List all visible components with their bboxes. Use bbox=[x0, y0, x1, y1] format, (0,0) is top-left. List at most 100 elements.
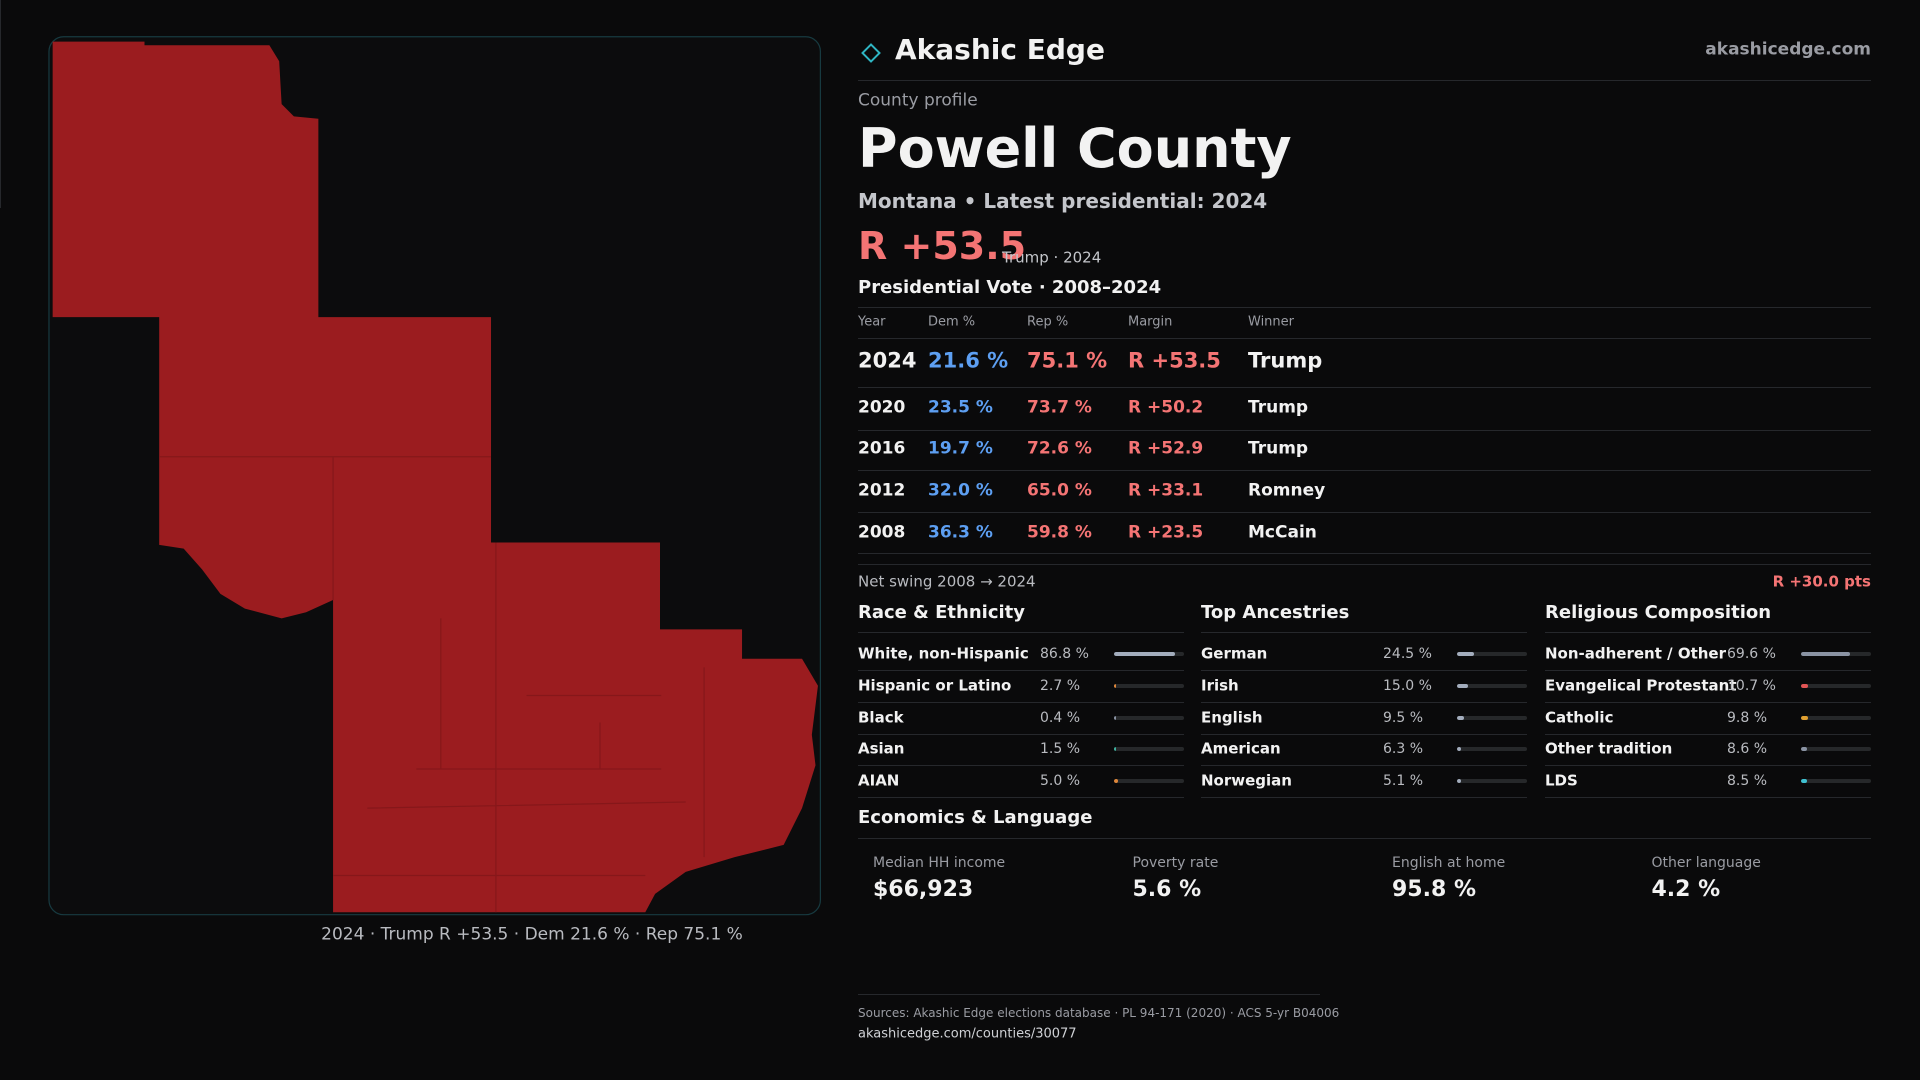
map-caption: 2024 · Trump R +53.5 · Dem 21.6 % · Rep … bbox=[321, 924, 743, 945]
bar-track bbox=[1457, 652, 1527, 656]
card-value: 95.8 % bbox=[1392, 877, 1476, 902]
divider bbox=[858, 430, 1871, 431]
divider bbox=[858, 512, 1871, 513]
table-cell: 19.7 % bbox=[928, 438, 993, 459]
table-cell: 72.6 % bbox=[1027, 438, 1092, 459]
divider bbox=[1545, 797, 1871, 799]
site: akashicedge.com bbox=[1705, 39, 1871, 60]
bar-track bbox=[1801, 747, 1871, 752]
table-title: Presidential Vote · 2008–2024 bbox=[858, 277, 1162, 298]
stat-value: 69.6 % bbox=[1727, 646, 1776, 662]
stat-value: 86.8 % bbox=[1040, 646, 1089, 662]
card-label: Poverty rate bbox=[1132, 855, 1219, 871]
column-header: Winner bbox=[1248, 314, 1295, 330]
subtitle: Montana • Latest presidential: 2024 bbox=[858, 189, 1268, 213]
card-label: English at home bbox=[1392, 855, 1506, 871]
stat-value: 5.0 % bbox=[1040, 773, 1081, 790]
table-cell: 59.8 % bbox=[1027, 522, 1092, 543]
bar-track bbox=[1457, 779, 1527, 784]
divider bbox=[1201, 765, 1527, 767]
bar-track bbox=[1457, 747, 1527, 752]
bar bbox=[1457, 683, 1468, 688]
stat-name: LDS bbox=[1545, 771, 1578, 790]
divider bbox=[858, 632, 1184, 633]
card-value: 5.6 % bbox=[1132, 877, 1202, 902]
table-cell: Trump bbox=[1248, 348, 1323, 373]
stat-name: Irish bbox=[1201, 676, 1239, 695]
table-cell: 2012 bbox=[858, 480, 906, 501]
stat-name: Evangelical Protestant bbox=[1545, 676, 1737, 695]
stat-value: 5.1 % bbox=[1383, 773, 1424, 790]
section-title: Top Ancestries bbox=[1201, 602, 1350, 623]
divider bbox=[1545, 632, 1871, 633]
divider bbox=[858, 553, 1871, 554]
stat-value: 6.3 % bbox=[1383, 741, 1424, 758]
bar-track bbox=[1114, 779, 1184, 784]
stat-value: 0.4 % bbox=[1040, 709, 1081, 726]
bar bbox=[1114, 779, 1118, 784]
stat-name: German bbox=[1201, 644, 1268, 663]
table-cell: Trump bbox=[1248, 438, 1309, 459]
bar bbox=[1114, 715, 1116, 720]
section-title: Race & Ethnicity bbox=[858, 602, 1025, 623]
bar bbox=[1801, 747, 1808, 752]
county-name: Powell County bbox=[858, 117, 1292, 180]
stat-value: 8.6 % bbox=[1727, 741, 1768, 758]
bar bbox=[1457, 747, 1462, 752]
table-cell: 75.1 % bbox=[1027, 348, 1108, 373]
county-shape bbox=[52, 41, 818, 913]
card-value: $66,923 bbox=[873, 877, 974, 902]
sources: Sources: Akashic Edge elections database… bbox=[858, 1006, 1340, 1020]
brand: Akashic Edge bbox=[895, 33, 1105, 66]
table-cell: McCain bbox=[1248, 522, 1317, 543]
table-cell: 65.0 % bbox=[1027, 480, 1092, 501]
bar-track bbox=[1457, 715, 1527, 720]
stat-name: Catholic bbox=[1545, 708, 1614, 727]
stat-value: 15.0 % bbox=[1383, 677, 1432, 694]
stat-name: Other tradition bbox=[1545, 739, 1673, 758]
divider bbox=[858, 994, 1320, 995]
divider bbox=[858, 670, 1184, 671]
divider bbox=[1545, 733, 1871, 735]
bar bbox=[1114, 652, 1175, 656]
bar-track bbox=[1457, 683, 1527, 688]
column-header: Rep % bbox=[1027, 314, 1069, 330]
stat-name: Black bbox=[858, 708, 904, 727]
table-cell: R +53.5 bbox=[1128, 348, 1221, 373]
bar-track bbox=[1801, 683, 1871, 688]
county-lines bbox=[159, 456, 705, 913]
divider bbox=[858, 387, 1871, 388]
table-cell: 2020 bbox=[858, 397, 906, 418]
stat-name: Hispanic or Latino bbox=[858, 676, 1012, 695]
table-cell: 2016 bbox=[858, 438, 906, 459]
stat-value: 1.5 % bbox=[1040, 741, 1081, 758]
stat-value: 24.5 % bbox=[1383, 646, 1432, 662]
table-cell: Romney bbox=[1248, 480, 1326, 501]
table-cell: 36.3 % bbox=[928, 522, 993, 543]
divider bbox=[1201, 797, 1527, 799]
divider bbox=[1201, 701, 1527, 703]
divider bbox=[1201, 733, 1527, 735]
swing-label: Net swing 2008 → 2024 bbox=[858, 572, 1036, 591]
logo bbox=[861, 43, 881, 63]
bar bbox=[1457, 652, 1475, 656]
card-divider bbox=[0, 104, 1, 156]
divider bbox=[858, 701, 1184, 703]
divider bbox=[1545, 765, 1871, 767]
divider bbox=[858, 765, 1184, 767]
divider bbox=[858, 80, 1871, 81]
table-cell: R +50.2 bbox=[1128, 397, 1204, 418]
card-label: Median HH income bbox=[873, 855, 1006, 871]
column-header: Dem % bbox=[928, 314, 976, 330]
stat-value: 2.7 % bbox=[1040, 677, 1081, 694]
stat-value: 9.5 % bbox=[1383, 709, 1424, 726]
card-label: Other language bbox=[1651, 855, 1761, 871]
stat-name: American bbox=[1201, 739, 1281, 758]
card-divider bbox=[0, 52, 1, 104]
divider bbox=[858, 307, 1871, 308]
kicker: County profile bbox=[858, 90, 978, 111]
swing-value: R +30.0 pts bbox=[1772, 572, 1871, 591]
divider bbox=[858, 470, 1871, 471]
stat-name: AIAN bbox=[858, 771, 900, 790]
